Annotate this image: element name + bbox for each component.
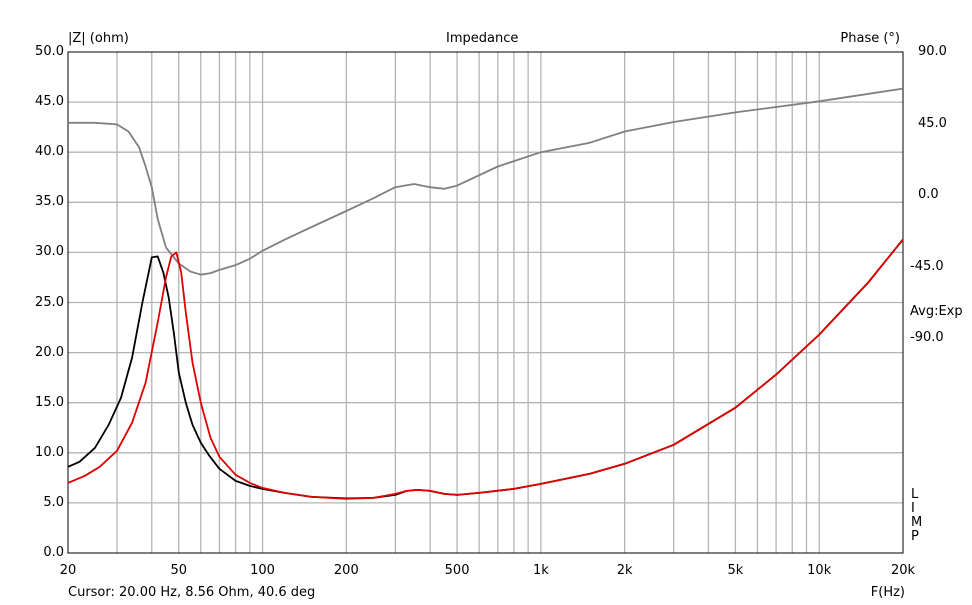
x-tick-label: 50 [170,563,188,578]
chart-title: Impedance [446,31,519,46]
x-tick-label: 2k [616,563,633,578]
y-tick-label: 10.0 [35,444,64,460]
y-tick-label: 35.0 [35,194,64,210]
lmp-letter: I [911,501,915,516]
y2-tick-label: 90.0 [918,44,947,59]
y-axis-label: |Z| (ohm) [68,31,129,46]
x-tick-label: 5k [727,563,744,578]
y2-tick-label: 0.0 [918,187,939,203]
avg-exp-label: Avg:Exp [910,304,963,319]
phase-series-line [68,87,904,276]
y2-axis-label: Phase (°) [840,31,900,46]
x-tick-label: 200 [333,563,359,578]
y-tick-label: 45.0 [35,94,64,110]
impedance-series-red-line [67,238,904,500]
series-layer [67,87,904,500]
x-tick-label: 20 [59,563,77,578]
y-tick-label: 5.0 [43,494,64,510]
grid [68,52,903,553]
plot-frame [67,51,904,554]
x-tick-label: 100 [250,563,275,578]
y2-tick-label: -90.0 [910,330,944,346]
y2-tick-label: 45.0 [918,115,947,131]
x-tick-label: 10k [807,563,832,578]
x-tick-label: 1k [532,563,549,578]
y-tick-label: 0.0 [43,545,64,560]
y-tick-label: 30.0 [35,244,64,260]
y-tick-label: 20.0 [35,344,64,360]
y-tick-label: 40.0 [35,144,64,160]
y-tick-label: 50.0 [35,44,64,59]
lmp-letter: L [911,487,919,502]
cursor-readout: Cursor: 20.00 Hz, 8.56 Ohm, 40.6 deg [68,585,316,600]
x-tick-label: 500 [444,563,470,578]
y2-tick-label: -45.0 [910,258,944,274]
lmp-letter: M [911,515,923,530]
y-tick-label: 15.0 [35,394,64,410]
x-tick-label: 20k [890,563,916,578]
lmp-letter: P [911,529,919,544]
y-tick-label: 25.0 [35,294,64,310]
x-axis-label: F(Hz) [870,585,905,600]
